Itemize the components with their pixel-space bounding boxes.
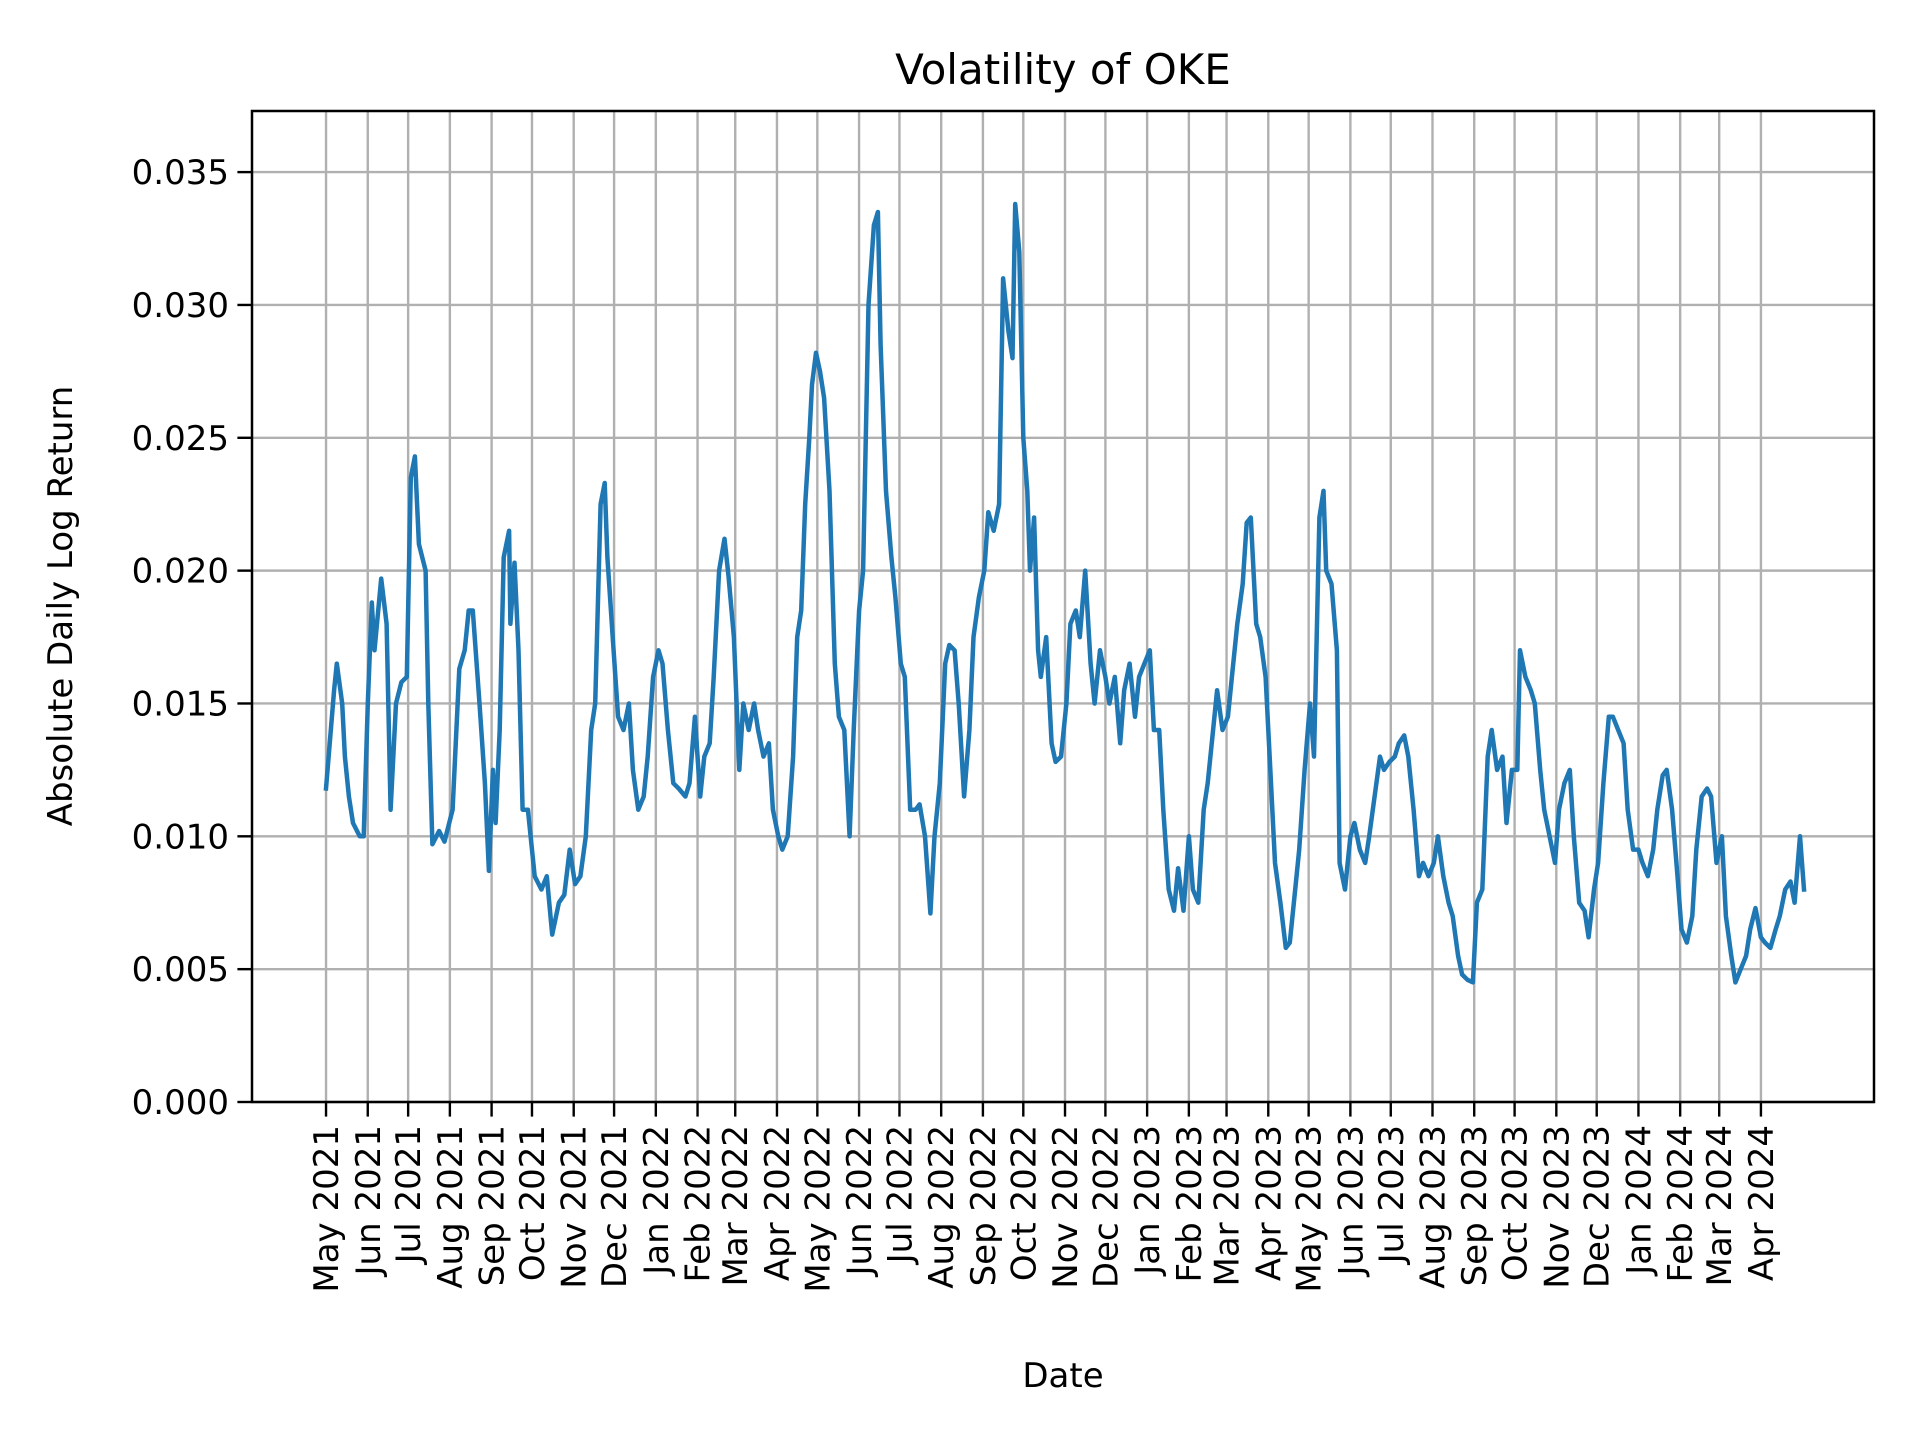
x-tick-label: Jul 2022	[880, 1125, 920, 1265]
x-tick-label: Apr 2023	[1249, 1125, 1289, 1281]
x-axis-ticks: May 2021 Jun 2021 Jul 2021 Aug 2021 Sep 2021…	[307, 1102, 1782, 1293]
x-tick-label: May 2021	[307, 1125, 347, 1293]
y-tick-label: 0.010	[132, 817, 229, 857]
x-tick-label: Jun 2021	[349, 1125, 389, 1277]
y-tick-label: 0.005	[132, 950, 229, 990]
plot-line-group	[323, 201, 1807, 985]
x-tick-label: Oct 2022	[1004, 1125, 1044, 1281]
x-tick-label: Jan 2022	[637, 1125, 677, 1277]
y-tick-label: 0.020	[132, 552, 229, 592]
x-tick-label: Feb 2022	[679, 1125, 719, 1283]
x-tick-label: Apr 2024	[1742, 1125, 1782, 1281]
x-tick-label: Feb 2024	[1661, 1125, 1701, 1283]
x-tick-label: Dec 2023	[1578, 1125, 1618, 1288]
y-axis-ticks: 0.000 0.005 0.010 0.015 0.020 0.025 0.030 0.035	[132, 153, 252, 1123]
x-tick-label: Mar 2023	[1208, 1125, 1248, 1286]
x-tick-label: Jun 2023	[1331, 1125, 1371, 1277]
y-tick-label: 0.030	[132, 286, 229, 326]
y-tick-label: 0.035	[132, 153, 229, 193]
x-tick-label: Jul 2023	[1372, 1125, 1412, 1265]
x-tick-label: Oct 2023	[1496, 1125, 1536, 1281]
x-tick-label: Sep 2023	[1455, 1125, 1495, 1286]
x-tick-label: Jan 2024	[1619, 1125, 1659, 1277]
x-tick-label: Aug 2021	[431, 1125, 471, 1289]
x-tick-label: May 2023	[1290, 1125, 1330, 1293]
x-tick-label: Apr 2022	[758, 1125, 798, 1281]
x-tick-label: Aug 2022	[922, 1125, 962, 1289]
y-tick-label: 0.025	[132, 419, 229, 459]
x-tick-label: Jan 2023	[1128, 1125, 1168, 1277]
x-tick-label: Sep 2022	[964, 1125, 1004, 1286]
x-tick-label: Sep 2021	[473, 1125, 513, 1286]
x-tick-label: Feb 2023	[1170, 1125, 1210, 1283]
series-line-oke-volatility	[323, 201, 1807, 985]
x-tick-label: Mar 2022	[716, 1125, 756, 1286]
x-tick-label: Aug 2023	[1413, 1125, 1453, 1289]
y-tick-label: 0.015	[132, 684, 229, 724]
y-axis-label: Absolute Daily Log Return	[41, 386, 81, 827]
axes-frame	[250, 109, 1876, 1104]
x-axis-label: Date	[1022, 1356, 1103, 1396]
x-tick-label: Oct 2021	[513, 1125, 553, 1281]
x-tick-label: Nov 2021	[555, 1125, 595, 1289]
x-tick-label: Mar 2024	[1700, 1125, 1740, 1286]
chart-title: Volatility of OKE	[895, 45, 1231, 94]
x-tick-label: Nov 2022	[1046, 1125, 1086, 1289]
x-tick-label: May 2022	[798, 1125, 838, 1293]
x-tick-label: Dec 2021	[595, 1125, 635, 1288]
x-tick-label: Jun 2022	[840, 1125, 880, 1277]
x-tick-label: Nov 2023	[1537, 1125, 1577, 1289]
x-tick-label: Jul 2021	[389, 1125, 429, 1265]
x-tick-label: Dec 2022	[1086, 1125, 1126, 1288]
y-tick-label: 0.000	[132, 1083, 229, 1123]
